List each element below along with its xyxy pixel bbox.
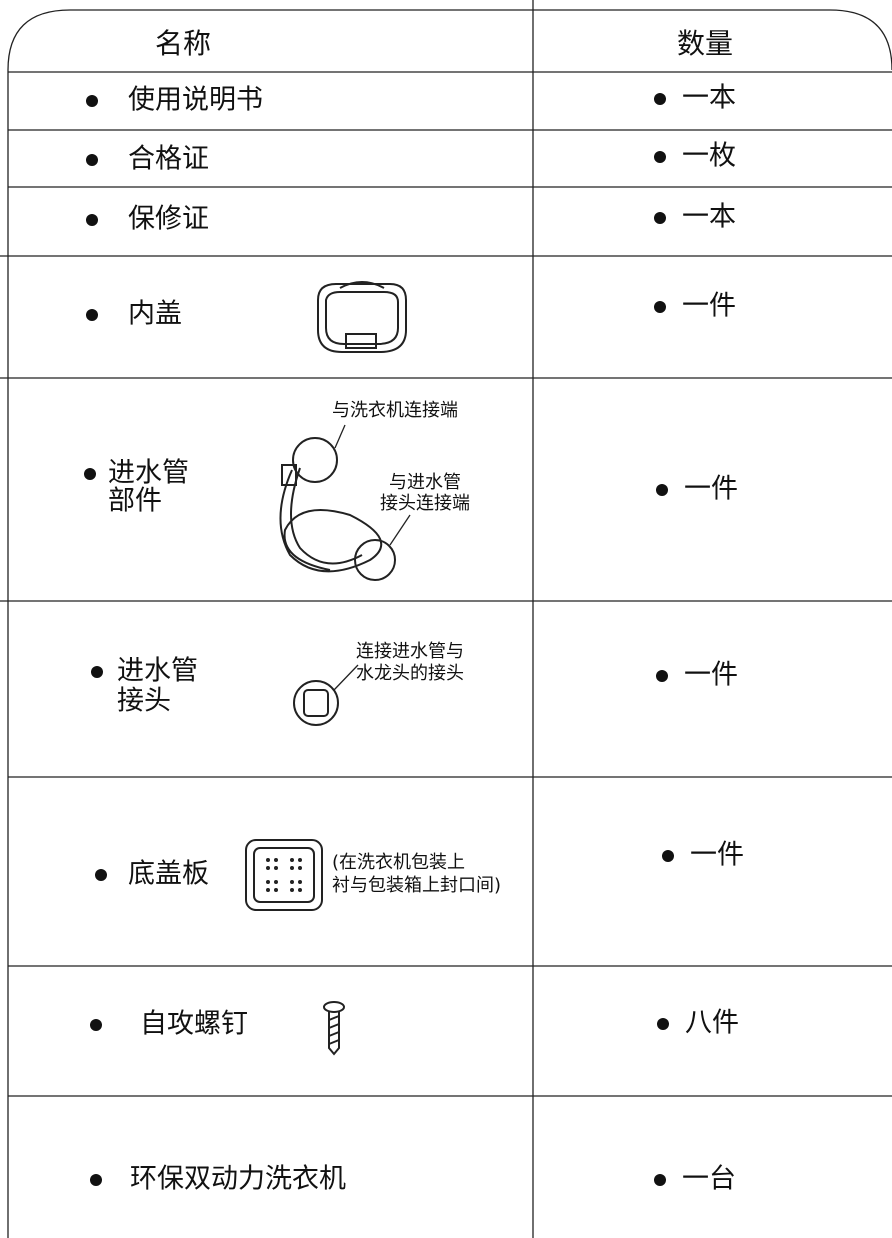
item-quantity: 一件 xyxy=(682,291,736,322)
item-name: 自攻螺钉 xyxy=(140,1009,248,1040)
bullet xyxy=(654,151,666,163)
connector-sketch xyxy=(293,664,359,726)
lid-sketch xyxy=(317,281,407,353)
row-lines xyxy=(0,71,892,1097)
item-name: 底盖板 xyxy=(128,859,209,890)
bullet xyxy=(91,666,103,678)
screw-sketch xyxy=(323,1001,345,1056)
item-note: 连接进水管与 xyxy=(356,641,464,662)
header-cell: 名称 xyxy=(155,27,211,60)
hose-sketch xyxy=(279,424,411,581)
bullet xyxy=(654,301,666,313)
item-name: 内盖 xyxy=(128,299,182,330)
item-name: 合格证 xyxy=(128,144,209,175)
bullet xyxy=(90,1019,102,1031)
item-name: 保修证 xyxy=(128,204,209,235)
item-note: 衬与包装箱上封口间) xyxy=(332,875,501,896)
item-quantity: 一枚 xyxy=(682,141,736,172)
header-cell: 数量 xyxy=(677,27,733,60)
item-name: 使用说明书 xyxy=(128,85,263,116)
item-note: (在洗衣机包装上 xyxy=(332,852,465,873)
plate-sketch xyxy=(245,839,323,911)
item-quantity: 八件 xyxy=(685,1008,739,1039)
bullet xyxy=(86,95,98,107)
bullet xyxy=(654,1174,666,1186)
bullet xyxy=(86,154,98,166)
bullet xyxy=(90,1174,102,1186)
item-quantity: 一件 xyxy=(690,840,744,871)
item-note: 与进水管 xyxy=(389,472,461,493)
bullet xyxy=(86,309,98,321)
item-quantity: 一台 xyxy=(682,1164,736,1195)
item-name: 接头 xyxy=(117,686,171,717)
item-name: 进水管 xyxy=(108,458,189,489)
item-name: 环保双动力洗衣机 xyxy=(130,1164,346,1195)
item-quantity: 一本 xyxy=(682,83,736,114)
bullet xyxy=(657,1018,669,1030)
bullet xyxy=(95,869,107,881)
item-name: 进水管 xyxy=(117,656,198,687)
bullet xyxy=(656,670,668,682)
bullet xyxy=(84,468,96,480)
item-note: 水龙头的接头 xyxy=(356,663,464,684)
bullet xyxy=(656,484,668,496)
item-name: 部件 xyxy=(108,486,162,517)
bullet xyxy=(654,93,666,105)
item-quantity: 一件 xyxy=(684,660,738,691)
item-note: 与洗衣机连接端 xyxy=(332,400,458,421)
bullet xyxy=(662,850,674,862)
bullet xyxy=(654,212,666,224)
table-border xyxy=(7,9,892,1238)
item-note: 接头连接端 xyxy=(380,493,470,514)
bullet xyxy=(86,214,98,226)
item-quantity: 一本 xyxy=(682,202,736,233)
item-quantity: 一件 xyxy=(684,474,738,505)
